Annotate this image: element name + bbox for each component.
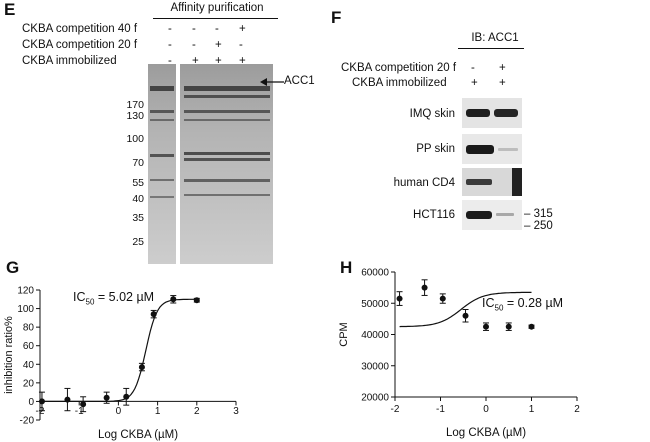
ib-underline — [458, 48, 524, 49]
data-point — [421, 284, 428, 291]
y-tick-label: 20 — [23, 378, 35, 389]
panel-letter-f: F — [331, 8, 342, 27]
acc1-arrow-icon — [260, 78, 284, 86]
lane-mark-e: - — [192, 39, 196, 51]
y-tick-label: -20 — [20, 416, 35, 427]
fit-curve — [399, 291, 532, 328]
x-tick-label: 1 — [529, 404, 535, 415]
affinity-underline — [153, 18, 278, 19]
mw-marker-label: 70 — [132, 157, 144, 169]
y-axis-title: inhibition ratio% — [3, 316, 15, 394]
lane-mark-f: - — [471, 62, 475, 74]
data-point — [138, 364, 145, 371]
cond-label-comp20: CKBA competition 20 f — [22, 39, 138, 51]
mw-marker-label: 35 — [132, 212, 144, 224]
size-marker-250: – 250 — [524, 220, 553, 232]
lane-mark-f: + — [471, 77, 478, 89]
size-marker-315: – 315 — [524, 208, 553, 220]
mw-marker-label: 170 — [126, 99, 144, 111]
ic50-annotation-g: IC50 = 5.02 µM — [73, 290, 155, 307]
y-tick-label: 100 — [17, 304, 34, 315]
lane-mark-e: - — [215, 23, 219, 35]
x-tick-label: 1 — [155, 406, 161, 417]
row-label-hct116: HCT116 — [413, 209, 455, 221]
y-tick-label: 40 — [23, 360, 35, 371]
x-axis-title: Log CKBA (µM) — [98, 429, 178, 441]
data-point — [103, 394, 110, 401]
f-cond-immobilized: CKBA immobilized — [352, 77, 447, 89]
lane-mark-e: + — [239, 23, 246, 35]
lane-mark-e: - — [239, 39, 243, 51]
cond-label-comp40: CKBA competition 40 f — [22, 23, 138, 35]
lane-mark-e: + — [192, 55, 199, 67]
data-point — [505, 323, 512, 330]
panel-letter-e: E — [4, 0, 16, 19]
y-tick-label: 20000 — [361, 393, 389, 404]
x-tick-label: -2 — [391, 404, 400, 415]
x-tick-label: 2 — [574, 404, 580, 415]
data-point — [64, 396, 71, 403]
y-tick-label: 60000 — [361, 268, 389, 279]
data-point — [483, 323, 489, 330]
mw-marker-label: 100 — [126, 133, 144, 145]
lane-mark-e: - — [192, 23, 196, 35]
mw-marker-label: 55 — [132, 177, 144, 189]
data-point — [439, 295, 446, 302]
row-label-pp: PP skin — [416, 143, 455, 155]
data-point — [528, 323, 535, 330]
data-point — [170, 296, 177, 303]
mw-marker-label: 25 — [132, 236, 144, 248]
data-point — [123, 393, 130, 400]
mw-marker-label: 40 — [132, 193, 144, 205]
data-point — [193, 297, 200, 304]
y-tick-label: 30000 — [361, 361, 389, 372]
lane-mark-e: + — [239, 55, 246, 67]
western-blots-f — [462, 98, 522, 230]
data-point — [462, 312, 469, 319]
acc1-label: ACC1 — [284, 75, 315, 87]
lane-mark-e: - — [168, 23, 172, 35]
x-tick-label: -2 — [36, 406, 45, 417]
chart-g: -20 0 20 40 60 80 100 120 -2 -1 0 1 2 3 Log CKBA (µM) i… — [3, 286, 239, 442]
f-cond-comp20: CKBA competition 20 f — [341, 62, 457, 74]
data-point — [150, 311, 157, 318]
fit-curve — [42, 298, 197, 402]
y-tick-label: 80 — [23, 323, 35, 334]
mw-marker-label: 130 — [126, 110, 144, 122]
x-tick-label: -1 — [436, 404, 445, 415]
x-axis-title: Log CKBA (µM) — [446, 427, 526, 439]
y-tick-label: 120 — [17, 286, 34, 297]
lane-mark-f: + — [499, 62, 506, 74]
affinity-gel — [148, 64, 273, 264]
x-tick-label: 0 — [116, 406, 122, 417]
lane-mark-e: + — [215, 39, 222, 51]
lane-mark-e: - — [168, 55, 172, 67]
chart-h: 20000 30000 40000 50000 60000 -2 -1 0 1 2 Log CKBA… — [338, 268, 580, 440]
y-tick-label: 50000 — [361, 299, 389, 310]
y-tick-label: 0 — [28, 397, 34, 408]
x-tick-label: 0 — [483, 404, 489, 415]
cond-label-immobilized: CKBA immobilized — [22, 55, 117, 67]
ic50-annotation-h: IC50 = 0.28 µM — [482, 296, 564, 313]
affinity-header: Affinity purification — [170, 2, 264, 14]
lane-mark-e: + — [215, 55, 222, 67]
x-tick-label: 3 — [233, 406, 239, 417]
panel-letter-h: H — [340, 258, 353, 277]
y-tick-label: 60 — [23, 341, 35, 352]
data-point — [396, 295, 403, 302]
y-axis-title: CPM — [338, 322, 350, 346]
row-label-cd4: human CD4 — [393, 177, 455, 189]
data-point — [38, 398, 45, 405]
x-tick-label: 2 — [194, 406, 200, 417]
ib-header: IB: ACC1 — [471, 32, 519, 44]
lane-mark-f: + — [499, 77, 506, 89]
row-label-imq: IMQ skin — [409, 108, 455, 120]
data-point — [80, 401, 87, 408]
y-tick-label: 40000 — [361, 330, 389, 341]
x-tick-label: -1 — [75, 406, 84, 417]
lane-mark-e: - — [168, 39, 172, 51]
panel-letter-g: G — [6, 258, 20, 277]
